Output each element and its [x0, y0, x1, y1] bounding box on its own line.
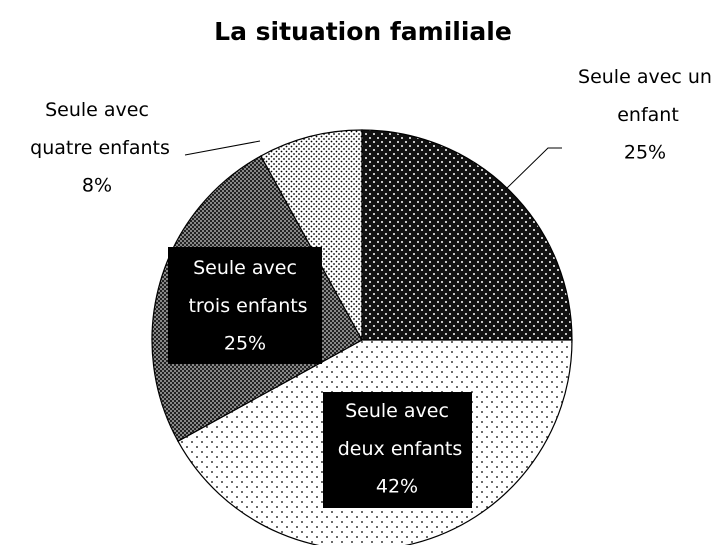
category-label: Seule avec trois enfants — [182, 257, 307, 317]
leader-line — [184, 140, 261, 156]
pie-slice — [361, 129, 573, 341]
category-label: Seule avec quatre enfants — [24, 99, 170, 159]
category-label: Seule avec un enfant — [578, 66, 712, 126]
chart-title: La situation familiale — [214, 17, 512, 46]
leader-line — [504, 147, 562, 191]
value-label: 8% — [82, 175, 112, 197]
value-label: 25% — [224, 333, 266, 355]
label-box — [323, 392, 472, 508]
pie-slice — [260, 129, 363, 341]
value-label: 25% — [624, 142, 666, 164]
value-label: 42% — [376, 476, 418, 498]
category-label: Seule avec deux enfants — [332, 400, 463, 460]
label-box — [168, 247, 322, 364]
